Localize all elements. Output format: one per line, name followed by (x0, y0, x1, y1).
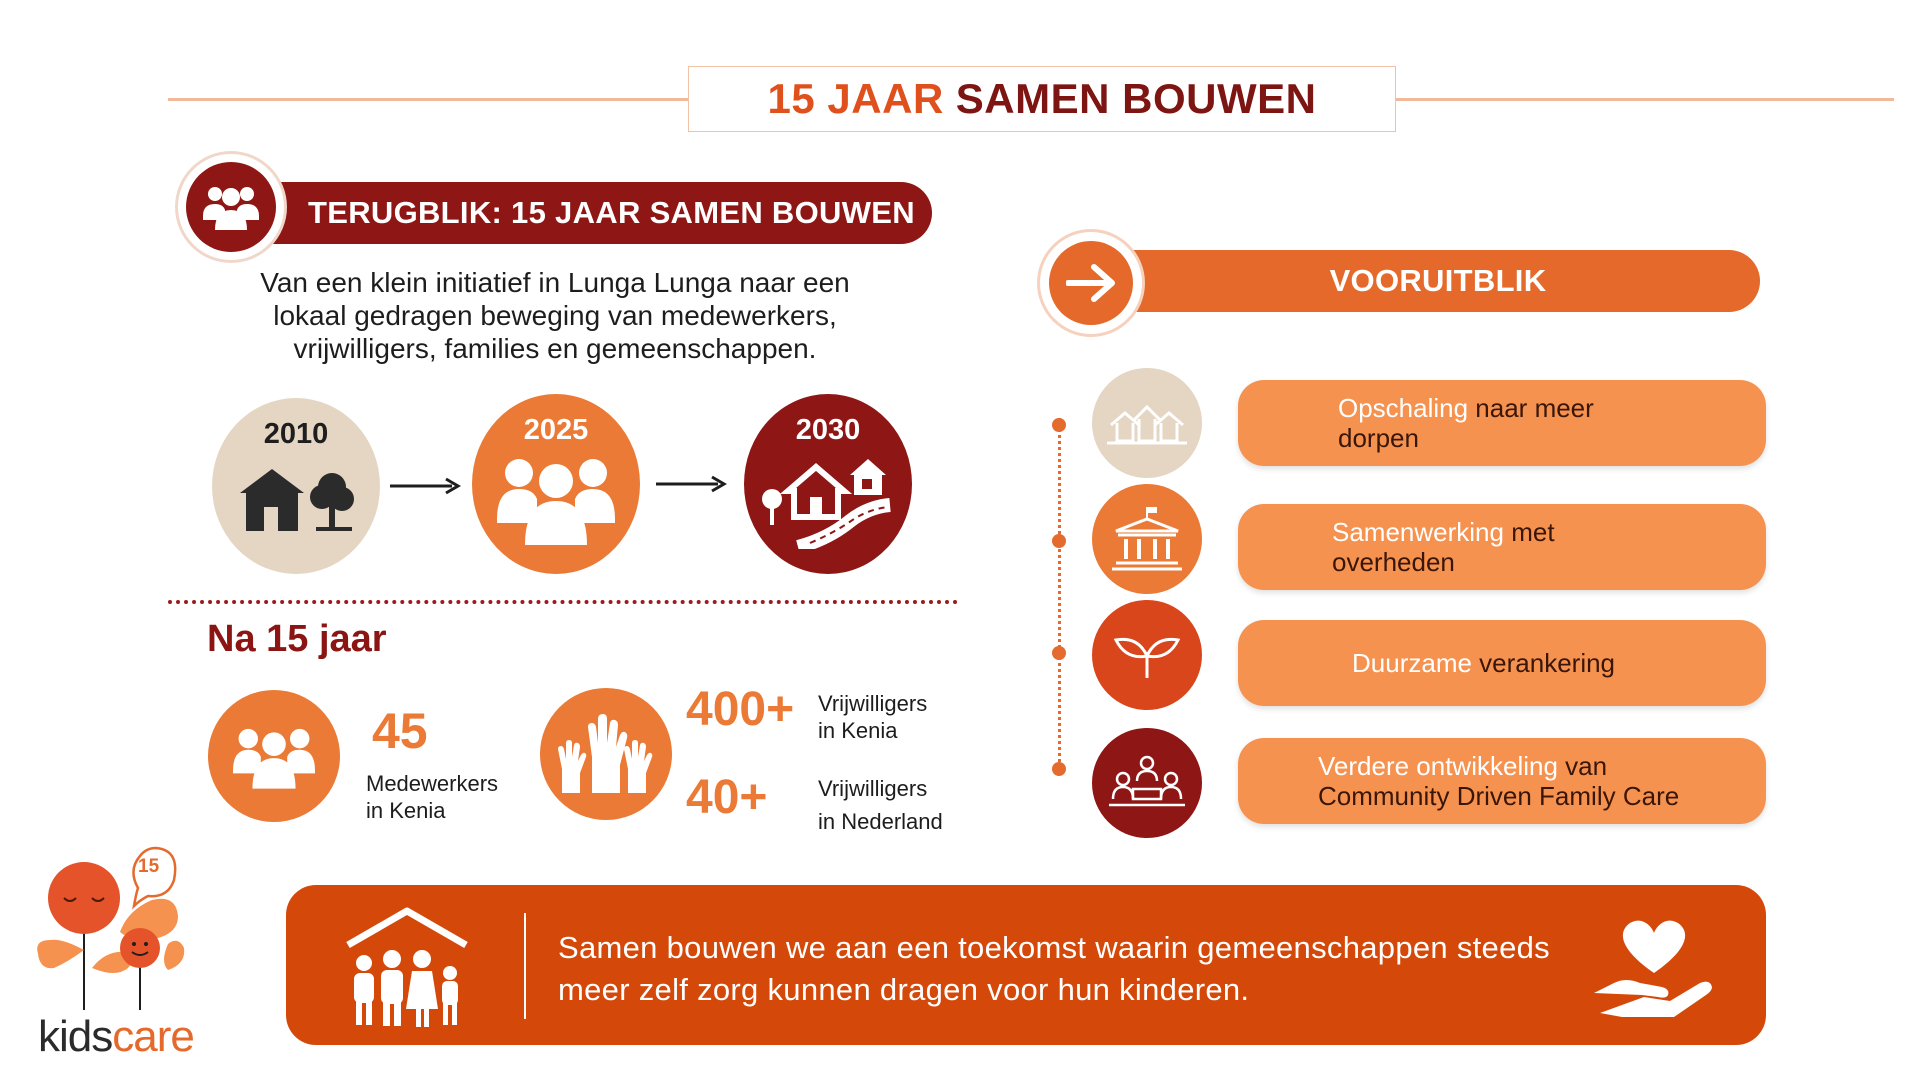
logo-mark (37, 846, 185, 1010)
title-rule-left (168, 98, 690, 101)
people-group-icon (497, 459, 615, 545)
footer-divider (524, 913, 526, 1019)
staff-stat-circle (208, 690, 340, 822)
arrow-right-icon (656, 475, 727, 493)
page-title: 15 JAAR SAMEN BOUWEN (688, 66, 1396, 132)
outlook-item-text: naar meer (1468, 393, 1594, 423)
volunteers-nl-label: Vrijwilligers in Nederland (818, 772, 943, 838)
title-part2: SAMEN BOUWEN (955, 75, 1317, 122)
people-icon (186, 162, 276, 252)
retrospective-badge (178, 154, 284, 260)
outlook-item: Samenwerking met overheden (1238, 504, 1766, 590)
year-label: 2025 (523, 414, 589, 446)
year-label: 2010 (263, 418, 329, 450)
kidscare-logo: 15 (28, 840, 198, 1010)
outlook-item: Duurzame verankering (1238, 620, 1766, 706)
footer-line: Samen bouwen we aan een toekomst waarin … (558, 930, 1550, 965)
footer-text: Samen bouwen we aan een toekomst waarin … (558, 927, 1558, 1011)
outlook-item-highlight: Verdere ontwikkeling (1318, 751, 1558, 781)
timeline-dot (1052, 534, 1066, 548)
logo-wordmark: kidscare (38, 1012, 195, 1062)
staff-label: Medewerkers in Kenia (366, 770, 498, 824)
volunteers-kenya-number: 400+ (686, 683, 795, 736)
timeline-2010: 2010 (212, 398, 380, 574)
intro-line: lokaal gedragen beweging van medewerkers… (273, 300, 837, 331)
volunteers-nl-number: 40+ (686, 771, 768, 824)
volunteers-kenya-line2: in Kenia (818, 718, 898, 743)
heart-hand-icon (1594, 920, 1712, 1017)
logo-word-kids: kids (38, 1012, 113, 1061)
outlook-banner-label: VOORUITBLIK (1329, 263, 1547, 298)
logo-word-care: care (112, 1012, 195, 1061)
timeline-dot (1052, 418, 1066, 432)
volunteers-kenya-label: Vrijwilligers in Kenia (818, 690, 927, 744)
volunteers-nl-line1: Vrijwilligers (818, 776, 928, 801)
outlook-item-text: met (1503, 517, 1555, 547)
intro-line: vrijwilligers, families en gemeenschappe… (293, 333, 817, 364)
raised-hands-icon (558, 714, 653, 793)
outlook-item-highlight: Opschaling (1338, 393, 1469, 423)
family-house-icon (346, 907, 468, 1027)
outlook-item-text: verankering (1471, 648, 1616, 678)
timeline-2030: 2030 (744, 394, 912, 574)
staff-label-line2: in Kenia (366, 798, 446, 823)
footer-banner: Samen bouwen we aan een toekomst waarin … (286, 885, 1766, 1045)
outlook-item-line2: Community Driven Family Care (1318, 781, 1680, 811)
staff-label-line1: Medewerkers (366, 771, 499, 796)
year-label: 2030 (795, 414, 861, 446)
outlook-item-line2: dorpen (1338, 423, 1419, 453)
people-group-icon (233, 728, 315, 789)
outlook-badge (1040, 232, 1142, 334)
community-meeting-icon (1092, 728, 1202, 838)
footer-line: meer zelf zorg kunnen dragen voor hun ki… (558, 972, 1250, 1007)
house-tree-icon (240, 469, 354, 531)
village-road-icon (762, 459, 891, 549)
arrow-right-icon (1049, 241, 1133, 325)
volunteers-nl-line2: in Nederland (818, 809, 943, 834)
timeline-2025: 2025 (472, 394, 640, 574)
outlook-item: Opschaling naar meer dorpen (1238, 380, 1766, 466)
logo-badge-number: 15 (138, 856, 160, 877)
timeline-dot (1052, 762, 1066, 776)
outlook-item-highlight: Samenwerking (1332, 517, 1504, 547)
title-rule-right (1394, 98, 1894, 101)
retrospective-banner-label: TERUGBLIK: 15 JAAR SAMEN BOUWEN (308, 195, 915, 230)
staff-number: 45 (372, 703, 428, 759)
title-part1: 15 JAAR (767, 75, 944, 122)
government-building-icon (1092, 484, 1202, 594)
volunteers-stat-circle (540, 688, 672, 820)
timeline-dot (1052, 646, 1066, 660)
retrospective-banner: TERUGBLIK: 15 JAAR SAMEN BOUWEN (230, 182, 932, 244)
outlook-item-line2: overheden (1332, 547, 1455, 577)
section-divider (168, 600, 958, 604)
intro-line: Van een klein initiatief in Lunga Lunga … (260, 267, 850, 298)
after-heading: Na 15 jaar (207, 618, 387, 660)
outlook-timeline-line (1058, 418, 1061, 774)
sprout-icon (1092, 600, 1202, 710)
outlook-banner: VOORUITBLIK (1080, 250, 1760, 312)
outlook-item-text: van (1557, 751, 1608, 781)
volunteers-kenya-line1: Vrijwilligers (818, 691, 928, 716)
outlook-item-highlight: Duurzame (1352, 648, 1472, 678)
villages-icon (1092, 368, 1202, 478)
outlook-item: Verdere ontwikkeling van Community Drive… (1238, 738, 1766, 824)
intro-text: Van een klein initiatief in Lunga Lunga … (230, 266, 880, 365)
arrow-right-icon (390, 477, 461, 495)
